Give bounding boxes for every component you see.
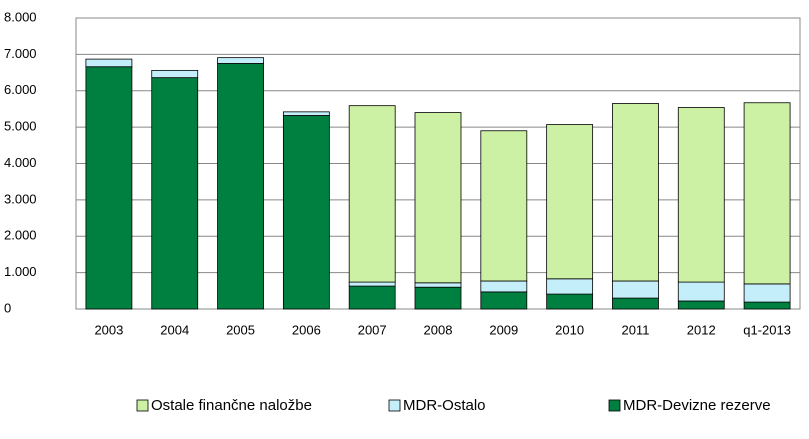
bar-segment bbox=[348, 105, 396, 283]
bar-segment bbox=[85, 66, 133, 310]
bar-segment bbox=[546, 278, 594, 295]
bar-segment bbox=[480, 280, 528, 293]
legend-swatch bbox=[388, 399, 401, 412]
x-tick-label: 2008 bbox=[424, 322, 453, 337]
x-tick-label: 2005 bbox=[226, 322, 255, 337]
bar-segment bbox=[480, 291, 528, 310]
bar-segment bbox=[743, 283, 791, 303]
bar-segment bbox=[414, 112, 462, 284]
bar-segment bbox=[282, 115, 330, 310]
bar-segment bbox=[217, 57, 264, 64]
y-tick-label: 3.000 bbox=[4, 191, 37, 206]
legend-swatch bbox=[608, 399, 621, 412]
bar-segment bbox=[677, 300, 725, 310]
bar-segment bbox=[612, 280, 659, 299]
y-tick-label: 0 bbox=[4, 300, 11, 315]
bar-segment bbox=[414, 286, 462, 310]
bar-segment bbox=[612, 103, 659, 282]
x-tick-label: 2006 bbox=[292, 322, 321, 337]
x-tick-label: 2010 bbox=[555, 322, 584, 337]
bar-segment bbox=[85, 58, 133, 68]
bar-segment bbox=[743, 102, 791, 285]
x-tick-label: 2003 bbox=[94, 322, 123, 337]
x-tick-label: 2004 bbox=[160, 322, 189, 337]
legend-label: MDR-Ostalo bbox=[403, 397, 486, 414]
y-tick-label: 8.000 bbox=[4, 9, 37, 24]
bar-segment bbox=[348, 281, 396, 287]
y-tick-label: 6.000 bbox=[4, 82, 37, 97]
bar-segment bbox=[677, 281, 725, 302]
bar-segment bbox=[282, 111, 330, 116]
bar-segment bbox=[480, 130, 528, 282]
bar-segment bbox=[151, 77, 199, 310]
x-tick-label: 2011 bbox=[621, 322, 649, 337]
y-tick-label: 2.000 bbox=[4, 228, 37, 243]
bar-segment bbox=[348, 285, 396, 310]
x-tick-label: 2009 bbox=[489, 322, 518, 337]
y-tick-label: 1.000 bbox=[4, 264, 37, 279]
bar-segment bbox=[151, 69, 199, 79]
bar-segment bbox=[677, 107, 725, 283]
y-tick-label: 7.000 bbox=[4, 46, 37, 61]
x-tick-label: 2007 bbox=[358, 322, 387, 337]
bar-segment bbox=[546, 293, 594, 310]
bar-segment bbox=[612, 297, 659, 310]
legend-label: MDR-Devizne rezerve bbox=[623, 397, 771, 414]
legend-label: Ostale finančne naložbe bbox=[151, 397, 312, 414]
y-tick-label: 5.000 bbox=[4, 119, 37, 134]
x-tick-label: 2012 bbox=[687, 322, 716, 337]
bar-segment bbox=[743, 301, 791, 310]
bar-segment bbox=[217, 63, 264, 310]
bar-segment bbox=[546, 124, 594, 280]
legend-swatch bbox=[136, 399, 149, 412]
bar-segment bbox=[414, 282, 462, 288]
y-tick-label: 4.000 bbox=[4, 155, 37, 170]
x-tick-label: q1-2013 bbox=[743, 322, 791, 337]
